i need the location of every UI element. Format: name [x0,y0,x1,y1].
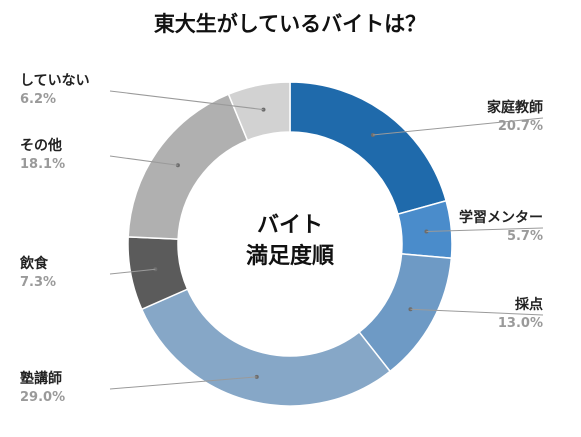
slice-label-3: 塾講師 [20,370,62,387]
slice-label-1: 学習メンター [459,209,543,226]
slice-value-5: 18.1% [20,157,65,172]
leader-line-3 [109,376,257,390]
leader-lines-group [109,90,544,390]
slice-value-6: 6.2% [20,92,56,107]
leader-line-4 [109,268,156,275]
center-label-line-2: 満足度順 [246,243,335,269]
slice-label-0: 家庭教師 [487,99,543,116]
slice-value-1: 5.7% [507,229,543,244]
leader-line-1 [426,227,544,233]
center-label-line-1: バイト [257,213,323,238]
slice-value-2: 13.0% [498,316,543,331]
leader-line-2 [410,308,544,316]
slice-label-4: 飲食 [19,255,49,272]
slices-group [127,81,453,407]
slice-label-2: 採点 [515,296,543,313]
leader-line-0 [372,117,544,136]
slice-0 [289,81,448,216]
leader-line-5 [109,155,178,166]
slice-5 [127,93,249,240]
chart-title: 東大生がしているバイトは？ [154,12,426,36]
slice-value-4: 7.3% [20,275,56,290]
slice-label-5: その他 [20,137,62,154]
slice-value-0: 20.7% [498,119,543,134]
slice-6 [227,81,291,142]
slice-3 [140,288,392,407]
slice-value-3: 29.0% [20,390,65,405]
leader-line-6 [109,90,264,111]
labels-group: 家庭教師 20.7% 学習メンター 5.7% 採点 13.0% 塾講師 29.0% 飲食 7.3%… [19,73,543,405]
slice-label-6: していない [20,73,90,89]
